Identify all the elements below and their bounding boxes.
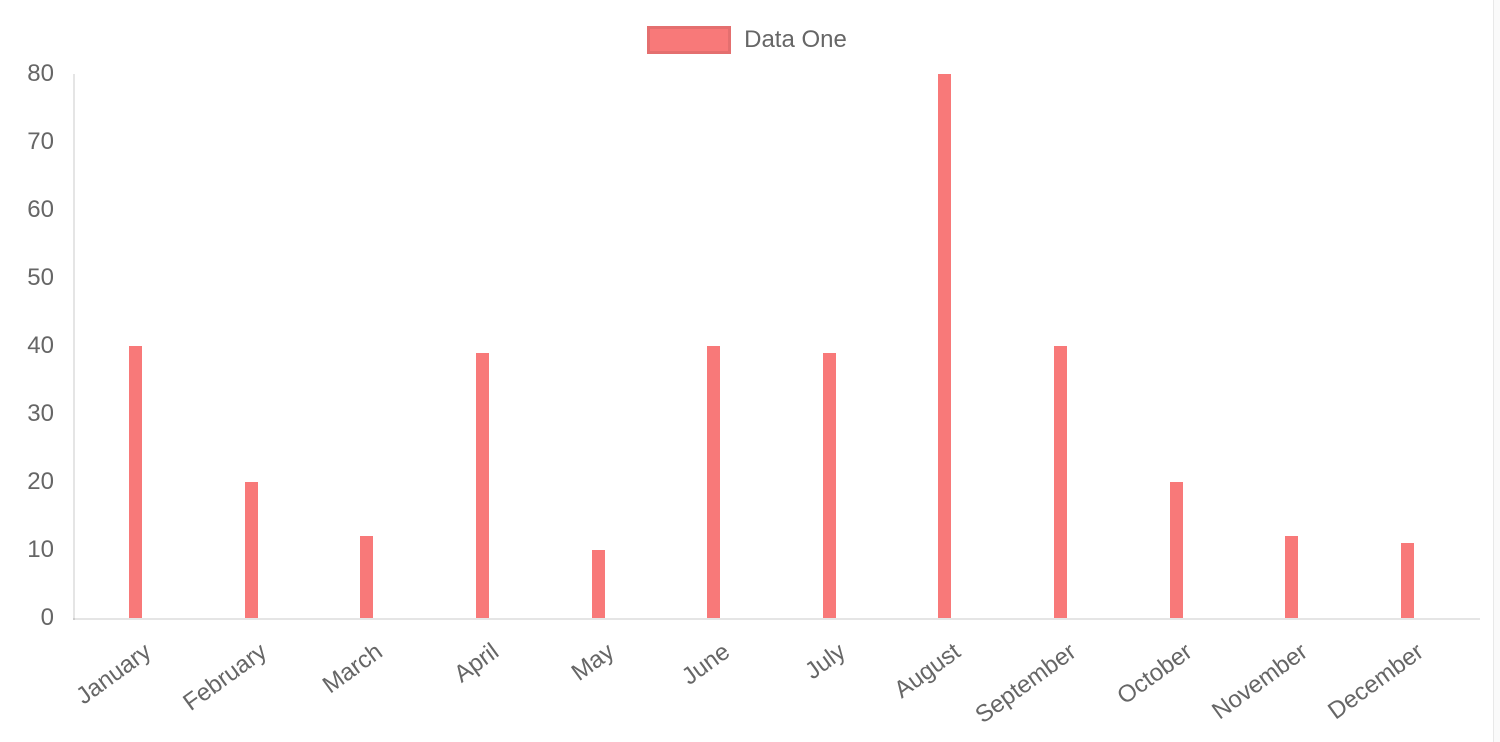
y-axis-tick-label: 80 — [27, 60, 54, 87]
bar-december[interactable] — [1400, 543, 1414, 618]
x-axis-label-march: March — [318, 638, 388, 700]
bar-may[interactable] — [591, 550, 605, 618]
chart-legend: Data One — [0, 26, 1494, 54]
bar-july[interactable] — [822, 352, 836, 618]
legend-swatch-icon — [647, 26, 732, 54]
x-axis-label-february: February — [178, 638, 273, 717]
y-axis-tick-label: 70 — [27, 128, 54, 155]
x-axis-label-october: October — [1111, 638, 1197, 711]
y-axis-tick-label: 60 — [27, 196, 54, 223]
y-axis-tick-label: 30 — [27, 400, 54, 427]
bar-march[interactable] — [360, 536, 374, 618]
x-axis-label-december: December — [1322, 638, 1429, 725]
x-axis-label-june: June — [676, 638, 735, 691]
x-axis-label-july: July — [799, 638, 851, 685]
x-axis-label-april: April — [448, 638, 504, 689]
bar-june[interactable] — [707, 346, 721, 618]
vertical-scrollbar[interactable] — [1493, 0, 1500, 742]
x-axis-line — [73, 618, 1480, 620]
y-axis-tick-label: 20 — [27, 468, 54, 495]
y-axis-tick-label: 10 — [27, 536, 54, 563]
bar-october[interactable] — [1169, 482, 1183, 618]
y-axis-tick-label: 0 — [40, 604, 54, 631]
x-axis-label-may: May — [566, 638, 619, 687]
bar-february[interactable] — [244, 482, 258, 618]
bar-january[interactable] — [129, 346, 143, 618]
bar-november[interactable] — [1285, 536, 1299, 618]
x-axis-label-january: January — [71, 638, 157, 711]
x-axis-label-november: November — [1207, 638, 1313, 725]
legend-item-data-one[interactable]: Data One — [647, 26, 847, 54]
y-axis-tick-label: 40 — [27, 332, 54, 359]
y-axis-line — [73, 74, 75, 620]
legend-label: Data One — [744, 26, 847, 53]
bar-august[interactable] — [938, 74, 952, 618]
x-axis-label-september: September — [970, 638, 1082, 729]
x-axis-label-august: August — [889, 638, 966, 704]
bar-april[interactable] — [476, 352, 490, 618]
y-axis-tick-label: 50 — [27, 264, 54, 291]
bar-september[interactable] — [1053, 346, 1067, 618]
